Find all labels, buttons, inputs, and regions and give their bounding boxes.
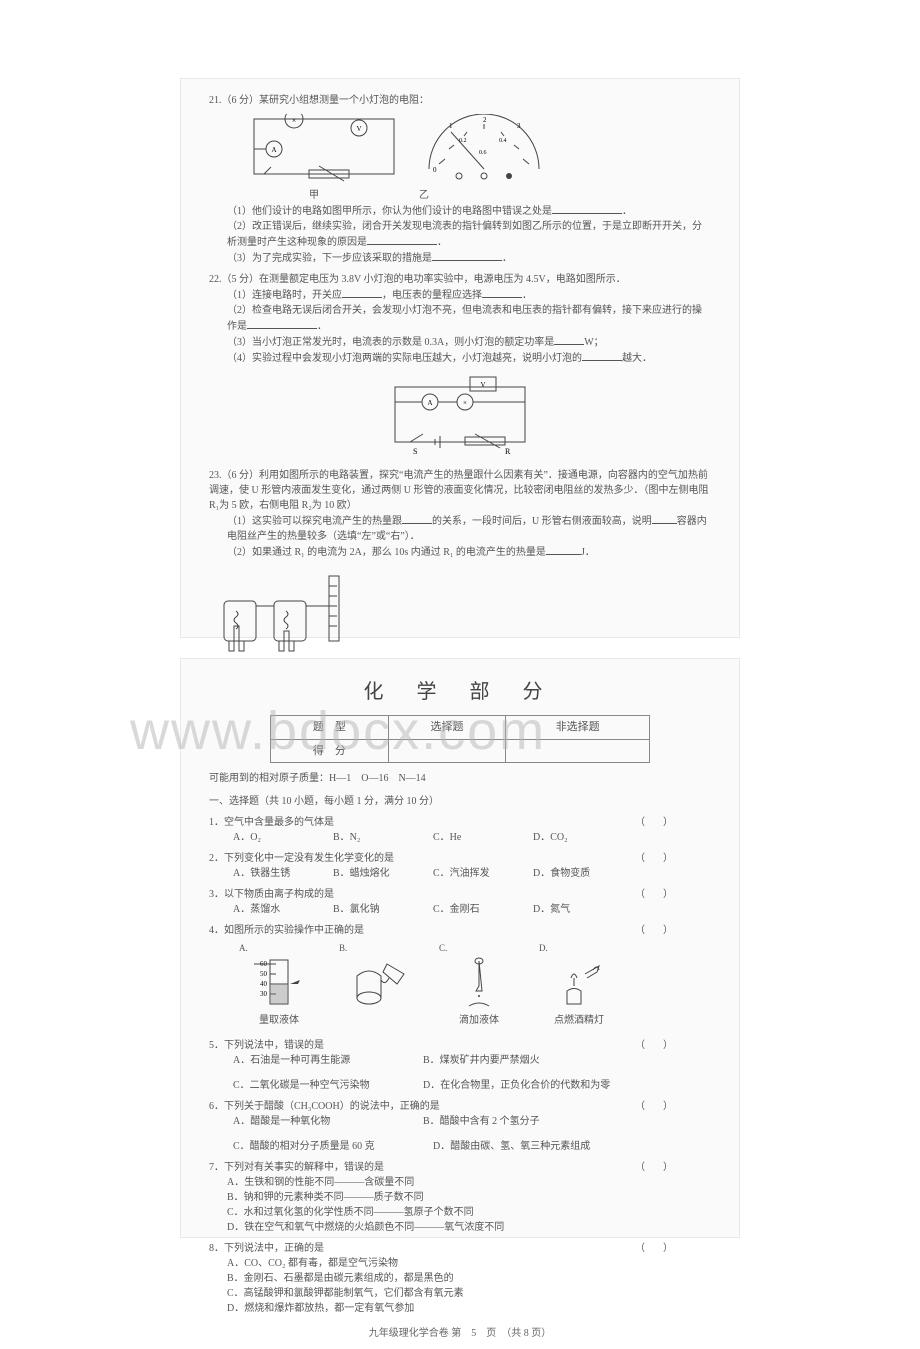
q23-sub2: （2）如果通过 R₁ 的电流为 2A，那么 10s 内通过 R₁ 的电流产生的热… [227, 547, 546, 558]
q1-bracket: （） [635, 815, 691, 830]
page-footer-5: 九年级理化学合卷 第 5 页 （共 8 页） [209, 1326, 711, 1341]
q22-sub1: （1）连接电路时，开关应 [227, 290, 342, 301]
q3-stem: 3．以下物质由离子构成的是 [209, 889, 334, 900]
circuit-diagram-2: V A × S R [375, 372, 545, 462]
pour-icon [349, 956, 409, 1011]
svg-text:1: 1 [449, 122, 453, 130]
q21-stem: 21.（6 分）某研究小组想测量一个小灯泡的电阻： [209, 93, 711, 108]
heating-apparatus [209, 566, 389, 656]
svg-text:0.4: 0.4 [499, 138, 507, 144]
q21-sub3: （3）为了完成实验，下一步应该采取的措施是 [227, 253, 432, 264]
svg-text:V: V [480, 381, 485, 389]
caption-jia: 甲 [309, 188, 319, 203]
q22-sub3: （3）当小灯泡正常发光时，电流表的示数是 0.3A，则小灯泡的额定功率是 [227, 337, 554, 348]
svg-text:R: R [505, 447, 511, 456]
svg-text:×: × [292, 116, 297, 125]
caption-yi: 乙 [419, 188, 429, 203]
lamp-icon [549, 956, 609, 1011]
q7-stem: 7．下列对有关事实的解释中，错误的是 [209, 1162, 384, 1173]
svg-text:40: 40 [260, 980, 268, 988]
dropper-icon [454, 956, 504, 1011]
svg-text:S: S [413, 447, 417, 456]
q23-stem: 23.（6 分）利用如图所示的电路装置，探究“电流产生的热量跟什么因素有关”．接… [209, 468, 711, 513]
exam-page-5: 化 学 部 分 题 型选择题非选择题 得 分 document.querySel… [180, 658, 740, 1238]
q4-diagrams: A. 60 50 40 30 量取液体 B. [239, 942, 711, 1028]
exam-page-4: 21.（6 分）某研究小组想测量一个小灯泡的电阻： × A V [180, 78, 740, 638]
q4-stem: 4．如图所示的实验操作中正确的是 [209, 925, 364, 936]
svg-text:2: 2 [483, 116, 487, 124]
q6-stem: 6．下列关于醋酸（CH₃COOH）的说法中，正确的是 [209, 1101, 440, 1112]
ammeter-dial: 1 2 3 0.2 0.4 0 0.6 [419, 114, 549, 184]
q2-stem: 2．下列变化中一定没有发生化学变化的是 [209, 853, 394, 864]
section-1-heading: 一、选择题（共 10 小题，每小题 1 分，满分 10 分） [209, 794, 711, 809]
svg-text:30: 30 [260, 990, 268, 998]
cylinder-icon: 60 50 40 30 [254, 956, 304, 1011]
q21-sub1: （1）他们设计的电路如图甲所示，你认为他们设计的电路图中错误之处是 [227, 206, 552, 217]
svg-text:0.2: 0.2 [459, 138, 467, 144]
q23-sub1: （1）这实验可以探究电流产生的热量跟 [227, 516, 402, 527]
q21-sub2: （2）改正错误后，继续实验，闭合开关发现电流表的指针偏转到如图乙所示的位置，于是… [227, 221, 702, 248]
svg-text:A: A [427, 399, 432, 407]
q21-figures: × A V 1 2 3 0.2 0.4 0 0.6 [249, 114, 711, 184]
q22-stem: 22.（5 分）在测量额定电压为 3.8V 小灯泡的电功率实验中，电源电压为 4… [209, 272, 711, 287]
q1-stem: 1．空气中含量最多的气体是 [209, 817, 334, 828]
q22-sub4: （4）实验过程中会发现小灯泡两端的实际电压越大，小灯泡越亮，说明小灯泡的 [227, 353, 582, 364]
svg-text:50: 50 [260, 970, 268, 978]
q5-stem: 5．下列说法中，错误的是 [209, 1040, 324, 1051]
atomic-mass-note: 可能用到的相对原子质量：H—1 O—16 N—14 [209, 771, 711, 786]
circuit-diagram-1: × A V [249, 114, 399, 184]
svg-text:V: V [356, 125, 361, 133]
svg-text:0.6: 0.6 [479, 150, 487, 156]
svg-text:A: A [271, 146, 276, 154]
svg-text:3: 3 [517, 122, 521, 130]
score-table: 题 型选择题非选择题 得 分 [270, 715, 650, 763]
chem-title: 化 学 部 分 [209, 677, 711, 707]
svg-text:0: 0 [433, 166, 437, 174]
q8-stem: 8．下列说法中，正确的是 [209, 1243, 324, 1254]
svg-text:×: × [463, 399, 467, 407]
